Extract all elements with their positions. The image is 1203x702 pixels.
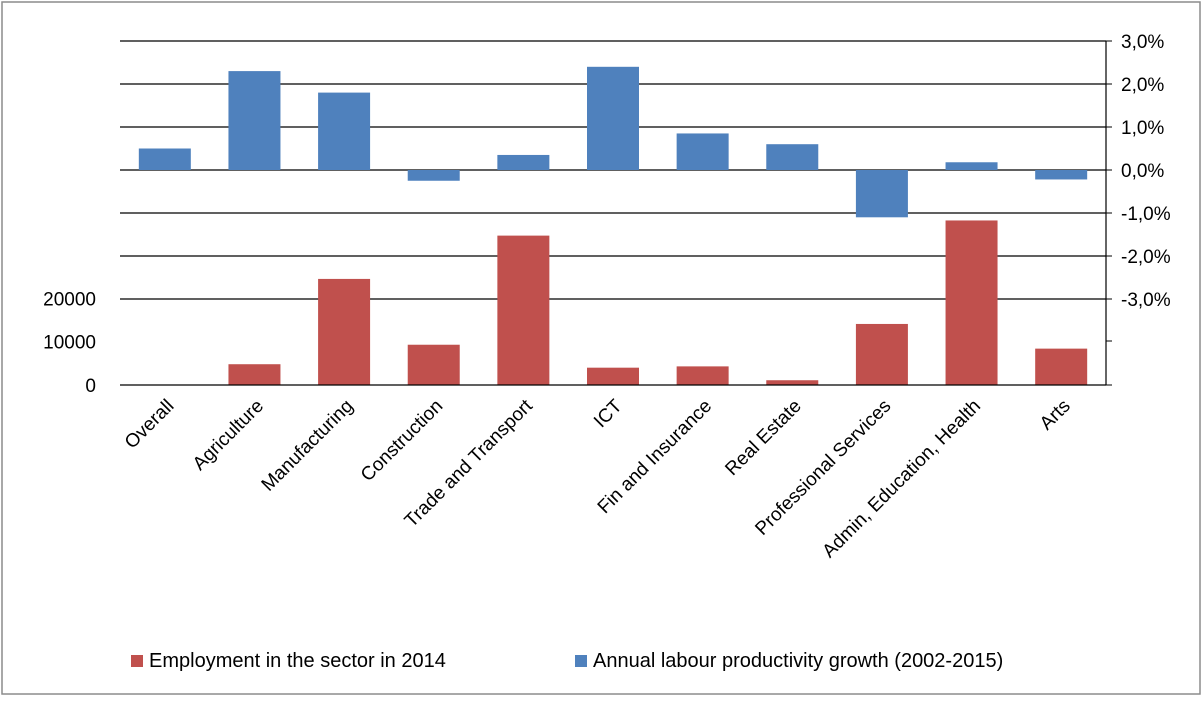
bar-annual-labour-productivi-fin-and-insurance (676, 133, 729, 170)
bars (138, 66, 1088, 385)
left-axis-tick-label: 0 (85, 376, 96, 397)
bar-annual-labour-productivi-professional-services (855, 170, 908, 218)
bar-annual-labour-productivi-admin-education-health (945, 162, 998, 170)
left-axis-ticks: 0 10000 20000 (43, 289, 96, 397)
bar-annual-labour-productivi-overall (138, 148, 191, 170)
right-axis-tick-label: -3,0% (1121, 290, 1171, 311)
legend-label-productivity: Annual labour productivity growth (2002-… (593, 650, 1003, 672)
bar-employment-in-the-sector-ict (587, 367, 639, 385)
bar-employment-in-the-sector-arts (1035, 348, 1088, 385)
bar-annual-labour-productivi-arts (1035, 170, 1088, 180)
legend-swatch-employment (131, 655, 143, 667)
left-axis-tick-label: 20000 (43, 289, 96, 310)
left-axis-tick-label: 10000 (43, 333, 96, 354)
bar-employment-in-the-sector-trade-and-transport (497, 235, 550, 385)
bar-employment-in-the-sector-real-estate (766, 380, 819, 385)
right-axis-tick-label: 1,0% (1121, 118, 1164, 139)
bar-annual-labour-productivi-ict (587, 66, 639, 170)
bar-employment-in-the-sector-manufacturing (318, 278, 371, 385)
bar-annual-labour-productivi-trade-and-transport (497, 154, 550, 170)
bar-employment-in-the-sector-construction (407, 344, 460, 385)
right-axis-tick-label: -2,0% (1121, 247, 1171, 268)
gridlines (120, 40, 1106, 300)
right-axis-tick-label: 0,0% (1121, 161, 1164, 182)
right-axis-ticks: 3,0% 2,0% 1,0% 0,0% -1,0% -2,0% -3,0% (1121, 32, 1171, 311)
bar-employment-in-the-sector-fin-and-insurance (676, 366, 729, 385)
legend-swatch-productivity (575, 655, 587, 667)
right-axis-tick-label: 3,0% (1121, 32, 1164, 53)
bar-annual-labour-productivi-real-estate (766, 144, 819, 170)
bar-annual-labour-productivi-agriculture (228, 71, 281, 170)
right-axis-tick-label: -1,0% (1121, 204, 1171, 225)
bar-employment-in-the-sector-agriculture (228, 364, 281, 385)
bar-employment-in-the-sector-professional-services (855, 323, 908, 385)
legend-label-employment: Employment in the sector in 2014 (149, 650, 446, 672)
bar-employment-in-the-sector-admin-education-health (945, 220, 998, 385)
axes (120, 40, 1112, 386)
legend: Employment in the sector in 2014 Annual … (131, 650, 1003, 672)
bar-annual-labour-productivi-manufacturing (318, 92, 371, 170)
bar-annual-labour-productivi-construction (407, 170, 460, 181)
right-axis-tick-label: 2,0% (1121, 75, 1164, 96)
